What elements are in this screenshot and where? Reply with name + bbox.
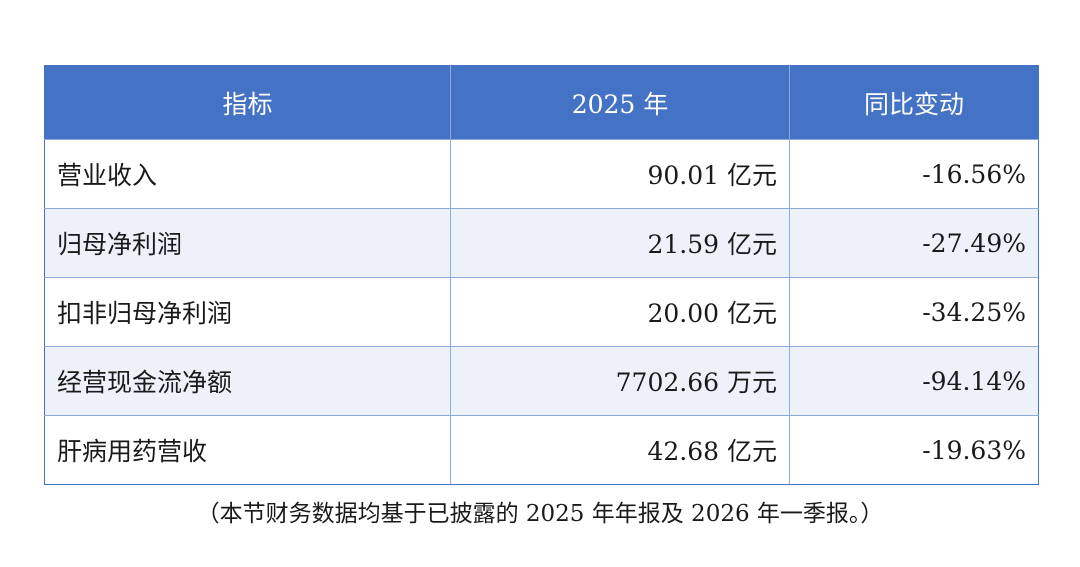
value-cell: 20.00 亿元 <box>450 277 790 347</box>
table-row: 扣非归母净利润 20.00 亿元 -34.25% <box>44 277 1039 347</box>
metric-cell: 归母净利润 <box>44 208 451 278</box>
value-cell: 7702.66 万元 <box>450 346 790 416</box>
table-row: 归母净利润 21.59 亿元 -27.49% <box>44 208 1039 278</box>
header-year: 2025 年 <box>450 65 790 140</box>
table-row: 营业收入 90.01 亿元 -16.56% <box>44 139 1039 209</box>
financial-table-container: 指标 2025 年 同比变动 营业收入 90.01 亿元 -16.56% 归母净… <box>44 65 1039 485</box>
change-cell: -94.14% <box>789 346 1039 416</box>
metric-cell: 肝病用药营收 <box>44 415 451 485</box>
table-header: 指标 2025 年 同比变动 <box>44 65 1039 140</box>
table-row: 经营现金流净额 7702.66 万元 -94.14% <box>44 346 1039 416</box>
change-cell: -34.25% <box>789 277 1039 347</box>
value-cell: 42.68 亿元 <box>450 415 790 485</box>
table-row: 肝病用药营收 42.68 亿元 -19.63% <box>44 415 1039 485</box>
header-row: 指标 2025 年 同比变动 <box>44 65 1039 140</box>
value-cell: 90.01 亿元 <box>450 139 790 209</box>
footnote: （本节财务数据均基于已披露的 2025 年年报及 2026 年一季报。） <box>196 501 884 527</box>
financial-table: 指标 2025 年 同比变动 营业收入 90.01 亿元 -16.56% 归母净… <box>44 65 1039 485</box>
metric-cell: 营业收入 <box>44 139 451 209</box>
change-cell: -16.56% <box>789 139 1039 209</box>
change-cell: -19.63% <box>789 415 1039 485</box>
change-cell: -27.49% <box>789 208 1039 278</box>
value-cell: 21.59 亿元 <box>450 208 790 278</box>
header-metric: 指标 <box>44 65 451 140</box>
table-body: 营业收入 90.01 亿元 -16.56% 归母净利润 21.59 亿元 -27… <box>44 139 1039 485</box>
metric-cell: 经营现金流净额 <box>44 346 451 416</box>
header-yoy-change: 同比变动 <box>789 65 1039 140</box>
metric-cell: 扣非归母净利润 <box>44 277 451 347</box>
